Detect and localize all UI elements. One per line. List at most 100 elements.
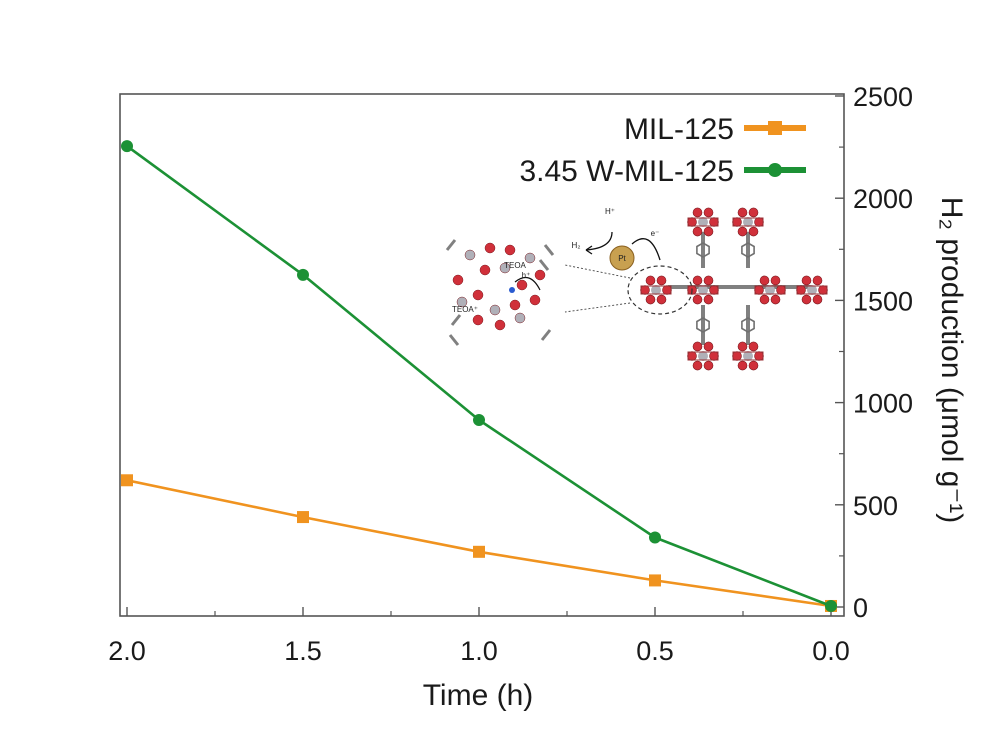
inset-metal-2: [651, 285, 661, 295]
inset-oxygen-7-5: [748, 341, 759, 352]
inset-metal-4: [765, 285, 775, 295]
series-0-point-4: [121, 474, 133, 487]
inset-label-0: H⁺: [605, 207, 615, 216]
inset-oxygen-5-1: [812, 294, 823, 305]
y-tick-label-3: 1500: [853, 286, 913, 316]
inset-mag-atom-5: [529, 294, 541, 306]
inset-mag-atom-11: [479, 264, 491, 276]
plot-frame: [119, 93, 845, 617]
x-tick-label-3: 1.5: [284, 636, 322, 666]
inset-arrow-teoa: [514, 276, 541, 291]
inset-mag-atom-4: [534, 269, 546, 281]
inset-label-1: H₂: [572, 241, 581, 250]
y-tick-label-4: 2000: [853, 184, 913, 214]
inset-label-4: TEOA: [504, 261, 526, 270]
inset-arrow-e: [631, 238, 661, 261]
y-tick-label-2: 1000: [853, 389, 913, 419]
inset-oxygen-0-1: [703, 226, 714, 237]
inset-oxygen-5-0: [818, 285, 828, 295]
inset-arrow-h2: [585, 231, 613, 251]
inset-oxygen-6-5: [703, 341, 714, 352]
inset-mag-linker-2: [540, 329, 552, 341]
inset-guide-line-top: [564, 264, 631, 279]
inset-oxygen-1-1: [748, 226, 759, 237]
inset-mag-atom-0: [464, 249, 476, 261]
inset-oxygen-2-1: [656, 294, 667, 305]
inset-mag-linker-5: [538, 259, 550, 271]
inset-oxygen-4-0: [776, 285, 786, 295]
inset-ring-2: [696, 317, 710, 333]
inset-metal-3: [698, 285, 708, 295]
inset-cluster-3: [687, 275, 719, 305]
inset-oxygen-0-3: [687, 217, 697, 227]
series-0-point-3: [297, 511, 309, 524]
inset-cluster-frame-7: [732, 351, 764, 361]
inset-oxygen-1-3: [732, 217, 742, 227]
x-axis-title: Time (h): [423, 679, 534, 712]
inset-oxygen-0-0: [709, 217, 719, 227]
inset-cluster-4: [754, 275, 786, 305]
inset-oxygen-7-3: [732, 351, 742, 361]
inset-oxygen-0-5: [703, 207, 714, 218]
inset-mag-atom-16: [472, 289, 484, 301]
inset-oxygen-4-5: [770, 275, 781, 286]
inset-cluster-7: [732, 341, 764, 371]
inset-ring-0: [696, 242, 710, 258]
inset-cluster-frame-2: [640, 285, 672, 295]
y-tick-label-0: 0: [853, 593, 868, 623]
inset-metal-6: [698, 351, 708, 361]
inset-oxygen-1-2: [737, 226, 748, 237]
inset-cluster-0: [687, 207, 719, 237]
inset-mag-atom-2: [504, 244, 516, 256]
series-0-point-2: [473, 545, 485, 558]
inset-metal-5: [807, 285, 817, 295]
inset-oxygen-1-0: [754, 217, 764, 227]
inset-oxygen-6-0: [709, 351, 719, 361]
y-axis-title: H₂ production (μmol g⁻¹): [935, 197, 968, 524]
inset-mag-atom-8: [472, 314, 484, 326]
series-1-point-1: [649, 531, 661, 544]
inset-oxygen-2-0: [662, 285, 672, 295]
inset-mag-center: [509, 287, 515, 293]
inset-oxygen-6-3: [687, 351, 697, 361]
inset-oxygen-7-0: [754, 351, 764, 361]
inset-cluster-frame-3: [687, 285, 719, 295]
inset-cluster-frame-6: [687, 351, 719, 361]
inset-oxygen-7-1: [748, 360, 759, 371]
inset-cluster-6: [687, 341, 719, 371]
inset-oxygen-5-2: [801, 294, 812, 305]
series-1-point-3: [297, 268, 309, 281]
inset-mag-atom-3: [524, 252, 536, 264]
inset-oxygen-5-5: [812, 275, 823, 286]
inset-guide-line-bottom: [564, 302, 631, 313]
inset-label-2: e⁻: [651, 229, 660, 238]
inset-label-pt: Pt: [618, 254, 626, 263]
inset-oxygen-7-4: [737, 341, 748, 352]
inset-mag-atom-13: [516, 279, 528, 291]
inset-oxygen-3-0: [709, 285, 719, 295]
inset-label-6: h⁺: [522, 271, 531, 280]
x-tick-label-1: 0.5: [636, 636, 674, 666]
inset-oxygen-6-2: [692, 360, 703, 371]
inset-cluster-frame-0: [687, 217, 719, 227]
inset-metal-7: [743, 351, 753, 361]
inset-oxygen-4-3: [754, 285, 764, 295]
inset-oxygen-5-3: [796, 285, 806, 295]
x-tick-label-2: 1.0: [460, 636, 498, 666]
y-tick-label-1: 500: [853, 491, 898, 521]
series-1-point-4: [121, 140, 133, 153]
legend-marker-0: [768, 121, 782, 135]
inset-mag-atom-14: [509, 299, 521, 311]
inset-oxygen-3-2: [692, 294, 703, 305]
legend-marker-1: [768, 163, 782, 177]
inset-mag-atom-10: [452, 274, 464, 286]
inset-oxygen-2-4: [645, 275, 656, 286]
inset-oxygen-2-5: [656, 275, 667, 286]
inset-oxygen-7-2: [737, 360, 748, 371]
inset-oxygen-2-2: [645, 294, 656, 305]
inset-oxygen-0-2: [692, 226, 703, 237]
legend-label-0: MIL-125: [624, 113, 734, 146]
inset-mag-linker-0: [445, 239, 457, 251]
legend-label-1: 3.45 W-MIL-125: [519, 155, 734, 188]
